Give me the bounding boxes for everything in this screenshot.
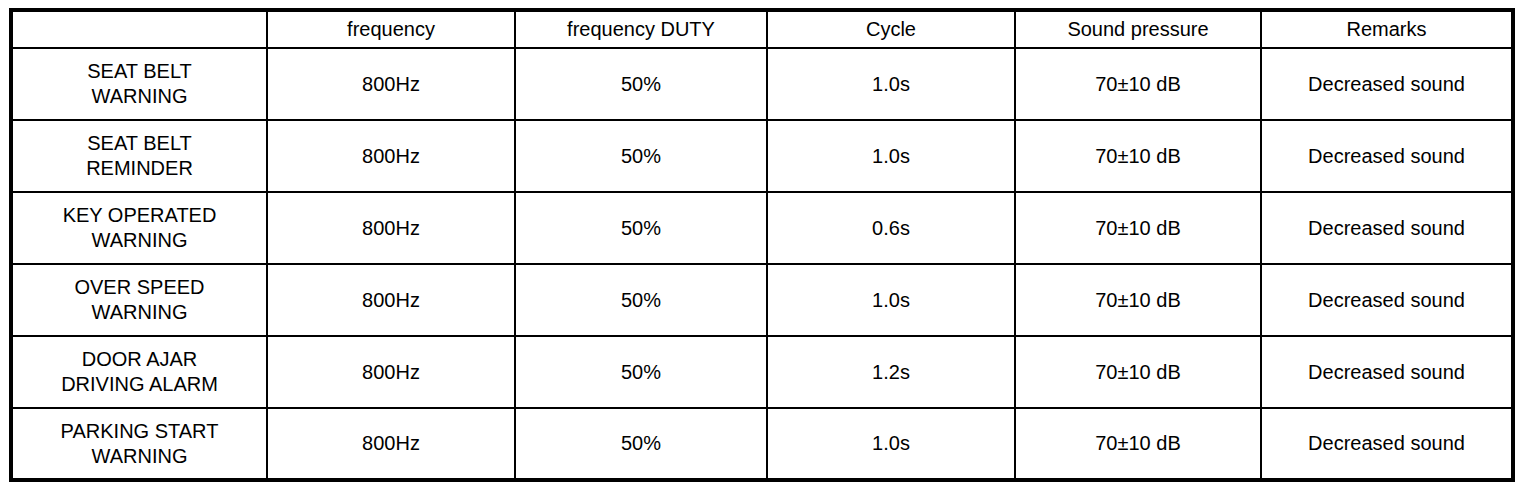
warning-name: DOOR AJAR DRIVING ALARM <box>50 347 230 397</box>
sound-pressure-cell: 70±10 dB <box>1015 120 1261 192</box>
warning-name: SEAT BELT WARNING <box>50 59 230 109</box>
warning-name: PARKING START WARNING <box>50 419 230 469</box>
warning-name: SEAT BELT REMINDER <box>50 131 230 181</box>
buzzer-spec-table: frequency frequency DUTY Cycle Sound pre… <box>9 8 1515 482</box>
frequency-cell: 800Hz <box>267 192 515 264</box>
cycle-cell: 1.0s <box>767 264 1015 336</box>
frequency-duty-cell: 50% <box>515 264 767 336</box>
header-sound-pressure: Sound pressure <box>1015 10 1261 48</box>
row-name-cell: PARKING START WARNING <box>11 408 267 480</box>
frequency-duty-cell: 50% <box>515 48 767 120</box>
remarks-cell: Decreased sound <box>1261 336 1513 408</box>
table-row: DOOR AJAR DRIVING ALARM 800Hz 50% 1.2s 7… <box>11 336 1513 408</box>
cycle-cell: 1.0s <box>767 120 1015 192</box>
remarks-cell: Decreased sound <box>1261 264 1513 336</box>
table-row: SEAT BELT REMINDER 800Hz 50% 1.0s 70±10 … <box>11 120 1513 192</box>
sound-pressure-cell: 70±10 dB <box>1015 264 1261 336</box>
warning-name: KEY OPERATED WARNING <box>50 203 230 253</box>
table-row: OVER SPEED WARNING 800Hz 50% 1.0s 70±10 … <box>11 264 1513 336</box>
remarks-cell: Decreased sound <box>1261 192 1513 264</box>
row-name-cell: DOOR AJAR DRIVING ALARM <box>11 336 267 408</box>
cycle-cell: 1.0s <box>767 48 1015 120</box>
remarks-cell: Decreased sound <box>1261 408 1513 480</box>
frequency-cell: 800Hz <box>267 48 515 120</box>
table-row: PARKING START WARNING 800Hz 50% 1.0s 70±… <box>11 408 1513 480</box>
cycle-cell: 1.0s <box>767 408 1015 480</box>
frequency-cell: 800Hz <box>267 120 515 192</box>
header-cycle: Cycle <box>767 10 1015 48</box>
frequency-cell: 800Hz <box>267 264 515 336</box>
sound-pressure-cell: 70±10 dB <box>1015 48 1261 120</box>
header-frequency-duty: frequency DUTY <box>515 10 767 48</box>
table-row: SEAT BELT WARNING 800Hz 50% 1.0s 70±10 d… <box>11 48 1513 120</box>
sound-pressure-cell: 70±10 dB <box>1015 192 1261 264</box>
cycle-cell: 1.2s <box>767 336 1015 408</box>
frequency-duty-cell: 50% <box>515 408 767 480</box>
header-frequency: frequency <box>267 10 515 48</box>
frequency-cell: 800Hz <box>267 336 515 408</box>
table-container: frequency frequency DUTY Cycle Sound pre… <box>0 0 1520 490</box>
table-body: SEAT BELT WARNING 800Hz 50% 1.0s 70±10 d… <box>11 48 1513 480</box>
table-row: KEY OPERATED WARNING 800Hz 50% 0.6s 70±1… <box>11 192 1513 264</box>
header-remarks: Remarks <box>1261 10 1513 48</box>
table-header-row: frequency frequency DUTY Cycle Sound pre… <box>11 10 1513 48</box>
cycle-cell: 0.6s <box>767 192 1015 264</box>
sound-pressure-cell: 70±10 dB <box>1015 408 1261 480</box>
sound-pressure-cell: 70±10 dB <box>1015 336 1261 408</box>
warning-name: OVER SPEED WARNING <box>50 275 230 325</box>
row-name-cell: KEY OPERATED WARNING <box>11 192 267 264</box>
row-name-cell: SEAT BELT WARNING <box>11 48 267 120</box>
row-name-cell: OVER SPEED WARNING <box>11 264 267 336</box>
remarks-cell: Decreased sound <box>1261 120 1513 192</box>
frequency-duty-cell: 50% <box>515 336 767 408</box>
frequency-cell: 800Hz <box>267 408 515 480</box>
header-blank <box>11 10 267 48</box>
row-name-cell: SEAT BELT REMINDER <box>11 120 267 192</box>
frequency-duty-cell: 50% <box>515 120 767 192</box>
remarks-cell: Decreased sound <box>1261 48 1513 120</box>
frequency-duty-cell: 50% <box>515 192 767 264</box>
